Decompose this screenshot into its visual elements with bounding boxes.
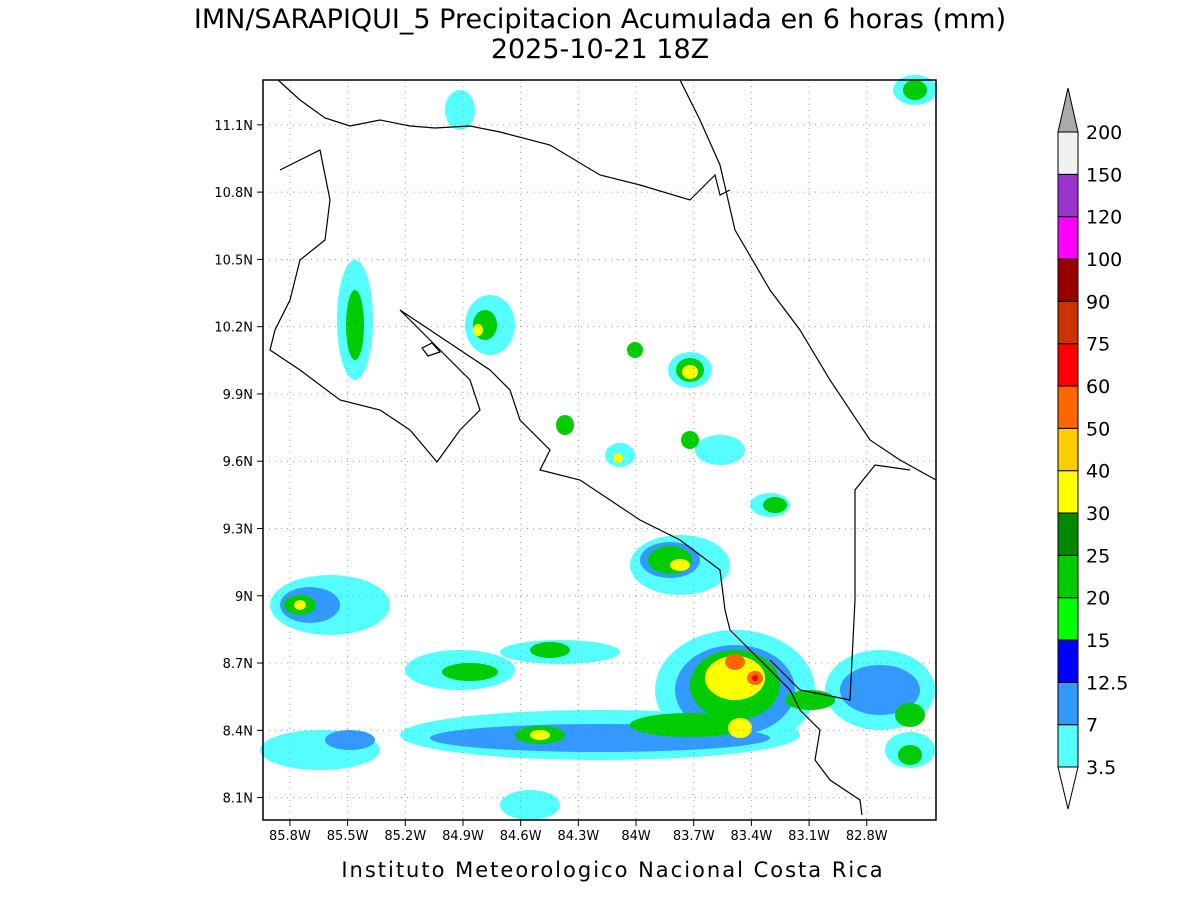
x-tick-label: 83.1W: [788, 829, 830, 844]
colorbar-box: [1057, 512, 1079, 556]
colorbar-box: [1057, 639, 1079, 683]
colorbar-label: 200: [1086, 122, 1122, 144]
x-tick-label: 85.5W: [327, 829, 369, 844]
colorbar-label: 15: [1086, 630, 1110, 652]
x-tick-label: 84.3W: [557, 829, 599, 844]
colorbar-box: [1057, 554, 1079, 599]
colorbar-label: 12.5: [1086, 672, 1128, 694]
colorbar-box: [1057, 173, 1079, 218]
colorbar-label: 90: [1086, 291, 1110, 313]
colorbar-box: [1057, 131, 1079, 175]
y-tick-label: 10.5N: [214, 253, 253, 268]
colorbar-label: 50: [1086, 418, 1110, 440]
y-tick-label: 8.7N: [223, 657, 253, 672]
colorbar-label: 7: [1086, 715, 1098, 737]
x-tick-label: 84W: [621, 829, 651, 844]
precip-peak: [752, 675, 758, 681]
x-tick-label: 82.8W: [846, 829, 888, 844]
x-tick-label: 84.9W: [442, 829, 484, 844]
colorbar-label: 150: [1086, 164, 1122, 186]
colorbar-box: [1057, 597, 1079, 641]
colorbar-label: 60: [1086, 376, 1110, 398]
x-tick-label: 84.6W: [500, 829, 542, 844]
y-tick-label: 9N: [235, 590, 253, 605]
colorbar-label: 25: [1086, 545, 1110, 567]
y-tick-label: 10.2N: [214, 321, 253, 336]
colorbar-over: [1057, 87, 1079, 133]
footer: Instituto Meteorologico Nacional Costa R…: [341, 858, 884, 882]
y-tick-label: 9.6N: [223, 455, 253, 470]
colorbar-box: [1057, 724, 1079, 768]
colorbar-label: 100: [1086, 249, 1122, 271]
colorbar-label: 75: [1086, 334, 1110, 356]
colorbar-box: [1057, 427, 1079, 472]
colorbar-label: 20: [1086, 588, 1110, 610]
y-tick-label: 10.8N: [214, 186, 253, 201]
colorbar: 3.5 7 12.5 15 20 25 30 40 50 60 75 90 100 120 150 200: [1057, 87, 1128, 810]
x-tick-label: 85.8W: [269, 829, 311, 844]
colorbar-box: [1057, 470, 1079, 514]
map-frame: [262, 79, 937, 821]
grid: [263, 80, 936, 820]
colorbar-box: [1057, 681, 1079, 726]
colorbar-box: [1057, 258, 1079, 302]
colorbar-box: [1057, 343, 1079, 387]
y-tick-label: 9.9N: [223, 388, 253, 403]
y-tick-label: 9.3N: [223, 522, 253, 537]
colorbar-under: [1057, 766, 1079, 810]
map-area: [260, 75, 937, 821]
colorbar-label: 3.5: [1086, 757, 1116, 779]
y-tick-label: 11.1N: [214, 119, 253, 134]
subtitle: 2025-10-21 18Z: [491, 34, 709, 65]
colorbar-box: [1057, 385, 1079, 429]
precip-very-heavy: [294, 324, 765, 740]
y-tick-label: 8.4N: [223, 724, 253, 739]
x-tick-label: 83.7W: [673, 829, 715, 844]
coastlines: [269, 79, 937, 816]
title: IMN/SARAPIQUI_5 Precipitacion Acumulada …: [194, 4, 1006, 35]
colorbar-label: 40: [1086, 461, 1110, 483]
x-tick-label: 85.2W: [384, 829, 426, 844]
x-tick-label: 83.4W: [730, 829, 772, 844]
colorbar-label: 120: [1086, 207, 1122, 229]
precipitation-field: [260, 75, 937, 820]
colorbar-label: 30: [1086, 503, 1110, 525]
colorbar-box: [1057, 300, 1079, 345]
colorbar-box: [1057, 216, 1079, 260]
y-tick-label: 8.1N: [223, 792, 253, 807]
